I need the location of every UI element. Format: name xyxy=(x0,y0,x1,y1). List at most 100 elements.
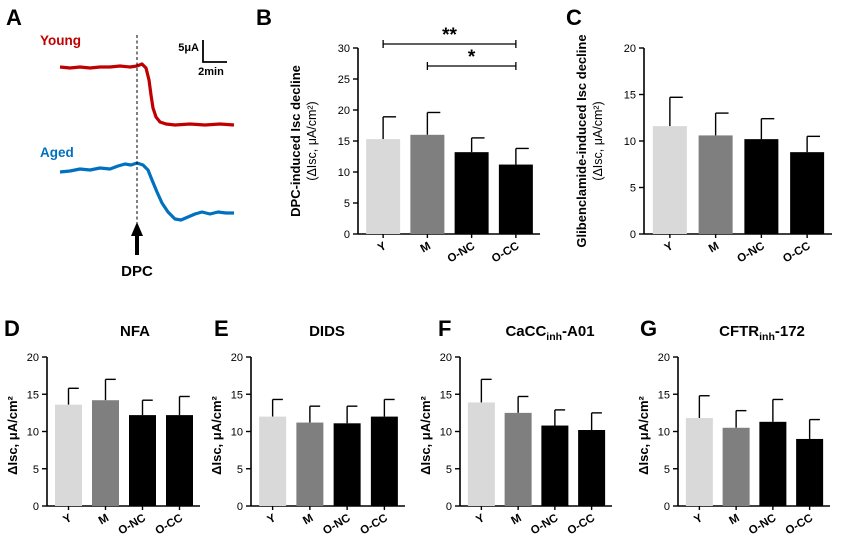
y-tick-label: 20 xyxy=(231,352,243,364)
y-tick-label: 15 xyxy=(624,90,636,102)
y-axis-title: Glibenclamide-induced Isc decline xyxy=(574,34,589,247)
bar-y xyxy=(259,416,287,506)
bar-o-nc xyxy=(759,421,787,506)
category-label: M xyxy=(419,240,433,255)
category-label: O-CC xyxy=(154,512,185,537)
chart-panel-b: B 0 5 10 15 20 25 30 Y M O-NC O-CC DPC-induced Isc d… xyxy=(256,5,540,265)
y-tick-label: 0 xyxy=(33,501,39,513)
y-axis-title: ΔIsc, μA/cm² xyxy=(418,395,433,474)
panel-label-g: G xyxy=(640,316,657,341)
y-tick-label: 30 xyxy=(338,43,350,55)
category-label: O-NC xyxy=(117,512,148,537)
y-tick-label: 0 xyxy=(446,501,452,513)
bar-o-cc xyxy=(498,164,533,234)
category-label: M xyxy=(707,240,721,255)
y-tick-label: 15 xyxy=(658,389,670,401)
bar-o-nc xyxy=(333,423,361,506)
panel-a: A Young Aged DPC 5μA 2min xyxy=(6,5,235,280)
chart-title-main: NFA xyxy=(120,323,150,340)
bar-m xyxy=(504,412,532,506)
category-label: Y xyxy=(265,512,278,526)
chart-panel-c: C 0 5 10 15 20 Y M O-NC O-CC Glibenclamide-induced… xyxy=(566,5,832,265)
category-label: O-NC xyxy=(446,240,477,265)
category-label: Y xyxy=(61,512,74,526)
y-tick-label: 0 xyxy=(664,501,670,513)
bar-m xyxy=(698,135,733,234)
category-label: O-CC xyxy=(490,240,521,265)
young-trace xyxy=(59,62,235,127)
bar-y xyxy=(55,404,82,506)
category-label: O-CC xyxy=(566,512,597,537)
category-label: O-CC xyxy=(358,512,389,537)
chart-title-main: DIDS xyxy=(309,323,345,340)
y-tick-label: 5 xyxy=(33,464,39,476)
bar-o-cc xyxy=(578,430,606,506)
bar-o-nc xyxy=(454,152,489,234)
y-tick-label: 5 xyxy=(630,183,636,195)
y-tick-label: 20 xyxy=(440,352,452,364)
dpc-marker-label: DPC xyxy=(121,263,153,280)
y-axis-title: DPC-induced Isc decline xyxy=(288,65,303,217)
y-axis-units: (ΔIsc, μA/cm²) xyxy=(305,101,319,180)
bar-o-cc xyxy=(796,438,824,506)
aged-trace xyxy=(59,161,234,222)
y-axis-units: (ΔIsc, μA/cm²) xyxy=(591,101,605,180)
panel-label-a: A xyxy=(6,5,22,30)
y-tick-label: 5 xyxy=(664,464,670,476)
y-axis-title: ΔIsc, μA/cm² xyxy=(636,395,651,474)
y-axis-title: ΔIsc, μA/cm² xyxy=(5,395,20,474)
panel-label-e: E xyxy=(214,316,229,341)
panel-label-f: F xyxy=(438,316,451,341)
category-label: O-NC xyxy=(321,512,352,537)
y-tick-label: 20 xyxy=(624,43,636,55)
y-tick-label: 10 xyxy=(658,427,670,439)
category-label: M xyxy=(97,512,111,527)
chart-title: NFA xyxy=(120,323,150,340)
category-label: O-NC xyxy=(747,512,778,537)
category-label: M xyxy=(301,512,315,527)
panel-label-b: B xyxy=(256,5,272,30)
chart-title-main: CFTR xyxy=(719,323,759,340)
scale-bar xyxy=(202,40,227,63)
aged-trace-label: Aged xyxy=(40,145,74,160)
y-axis-title: ΔIsc, μA/cm² xyxy=(209,395,224,474)
y-tick-label: 15 xyxy=(27,389,39,401)
bar-y xyxy=(685,418,713,506)
y-tick-label: 0 xyxy=(344,229,350,241)
y-tick-label: 10 xyxy=(440,427,452,439)
significance-marker: * xyxy=(468,47,476,68)
y-tick-label: 10 xyxy=(624,136,636,148)
y-tick-label: 20 xyxy=(27,352,39,364)
y-tick-label: 10 xyxy=(27,427,39,439)
chart-panel-g: G 0 5 10 15 20 Y M O-NC O-CC ΔIsc, μA/cm² CFTRinh-1… xyxy=(636,316,830,537)
y-tick-label: 10 xyxy=(338,167,350,179)
bar-o-cc xyxy=(370,416,398,506)
bar-m xyxy=(410,134,445,234)
y-tick-label: 15 xyxy=(338,136,350,148)
y-tick-label: 25 xyxy=(338,74,350,86)
category-label: Y xyxy=(663,240,676,254)
chart-title-subscript: inh xyxy=(546,331,562,343)
significance-marker: ** xyxy=(442,25,457,46)
category-label: O-CC xyxy=(781,240,812,265)
y-tick-label: 15 xyxy=(231,389,243,401)
bar-o-nc xyxy=(541,425,569,506)
bar-y xyxy=(652,126,687,234)
chart-title: CFTRinh-172 xyxy=(719,323,805,343)
dpc-arrow-icon xyxy=(131,222,143,255)
y-tick-label: 20 xyxy=(338,105,350,117)
y-tick-label: 5 xyxy=(446,464,452,476)
category-label: O-CC xyxy=(784,512,815,537)
y-tick-label: 0 xyxy=(237,501,243,513)
panel-label-d: D xyxy=(4,316,20,341)
y-tick-label: 0 xyxy=(630,229,636,241)
y-tick-label: 10 xyxy=(231,427,243,439)
chart-title: CaCCinh-A01 xyxy=(505,323,594,343)
category-label: Y xyxy=(474,512,487,526)
bar-y xyxy=(366,139,401,234)
bar-m xyxy=(296,422,324,506)
panel-label-c: C xyxy=(566,5,582,30)
bar-m xyxy=(722,427,750,506)
